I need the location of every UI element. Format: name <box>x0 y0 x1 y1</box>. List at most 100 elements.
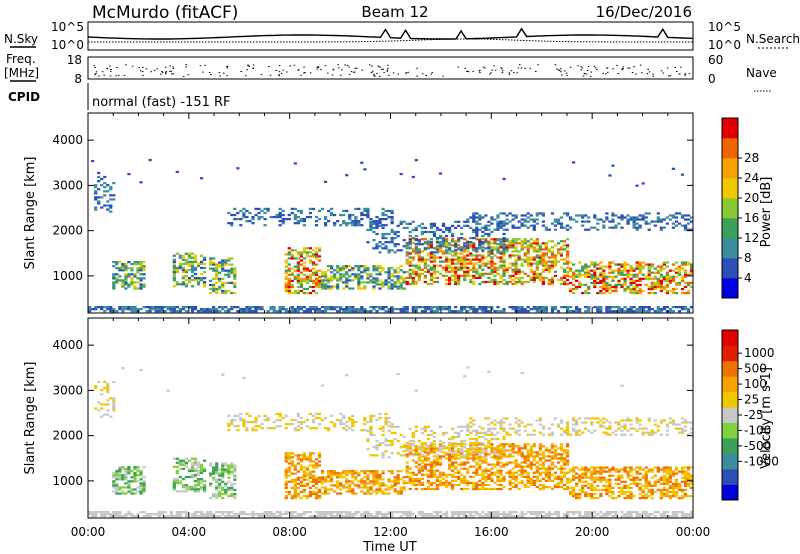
echo-cell <box>175 283 179 286</box>
echo-cell <box>602 224 606 227</box>
echo-cell <box>441 433 446 437</box>
echo-cell <box>423 425 427 428</box>
echo-cell <box>399 277 403 280</box>
echo-cell <box>532 308 536 311</box>
echo-cell <box>457 483 461 487</box>
echo-cell <box>457 260 461 263</box>
echo-cell <box>209 259 213 262</box>
echo-cell <box>372 484 376 487</box>
echo-cell <box>466 366 470 369</box>
echo-cell <box>372 222 376 225</box>
echo-cell <box>139 283 143 286</box>
echo-cell <box>463 276 467 280</box>
echo-cell <box>441 266 446 269</box>
frequency-mark <box>371 70 374 72</box>
echo-cell <box>239 510 243 514</box>
echo-cell <box>514 226 518 229</box>
echo-cell <box>118 486 122 489</box>
echo-cell <box>484 456 488 459</box>
echo-cell <box>139 277 143 280</box>
echo-cell <box>227 308 231 311</box>
echo-cell <box>142 488 146 491</box>
echo-cell <box>490 258 494 261</box>
echo-cell <box>181 258 185 261</box>
frequency-mark <box>641 72 643 74</box>
echo-cell <box>193 473 198 477</box>
echo-cell <box>578 285 582 289</box>
echo-cell <box>460 232 464 236</box>
echo-cell <box>106 200 110 203</box>
echo-cell <box>290 478 294 481</box>
echo-cell <box>638 305 642 309</box>
frequency-mark <box>185 66 187 68</box>
echo-cell <box>172 482 176 485</box>
echo-cell <box>187 252 192 255</box>
echo-cell <box>553 513 558 516</box>
echo-cell <box>311 490 316 494</box>
echo-cell <box>417 268 421 271</box>
echo-cell <box>438 243 443 246</box>
echo-cell <box>287 291 291 295</box>
echo-cell <box>593 263 597 266</box>
echo-cell <box>568 267 573 270</box>
echo-cell <box>451 515 455 518</box>
echo-cell <box>538 278 542 282</box>
echo-cell <box>257 515 261 518</box>
echo-cell <box>384 279 388 282</box>
echo-cell <box>284 414 288 418</box>
echo-cell <box>390 249 394 252</box>
echo-cell <box>429 475 434 478</box>
echo-cell <box>541 260 545 263</box>
echo-cell <box>472 268 476 271</box>
echo-cell <box>118 260 122 264</box>
echo-cell <box>184 475 189 479</box>
echo-cell <box>94 198 98 201</box>
echo-cell <box>656 277 660 280</box>
echo-cell <box>611 164 615 167</box>
echo-cell <box>296 482 300 485</box>
echo-cell <box>372 308 376 311</box>
echo-cell <box>339 492 343 495</box>
frequency-mark <box>666 67 669 69</box>
frequency-mark <box>369 64 371 66</box>
echo-cell <box>314 220 319 223</box>
echo-cell <box>390 480 394 483</box>
echo-cell <box>100 308 104 311</box>
echo-cell <box>115 492 119 495</box>
frequency-mark <box>652 75 654 77</box>
echo-cell <box>417 481 421 485</box>
echo-cell <box>348 217 352 221</box>
echo-cell <box>109 210 113 213</box>
echo-cell <box>372 265 376 268</box>
frequency-mark <box>616 64 618 66</box>
echo-cell <box>345 209 349 213</box>
echo-cell <box>233 271 237 274</box>
echo-cell <box>514 510 518 514</box>
echo-cell <box>408 222 412 225</box>
echo-cell <box>490 218 494 221</box>
echo-cell <box>290 480 294 483</box>
echo-cell <box>444 270 449 273</box>
echo-cell <box>644 283 648 287</box>
echo-cell <box>314 490 319 494</box>
echo-cell <box>293 207 297 211</box>
echo-cell <box>287 492 291 496</box>
echo-cell <box>553 220 558 223</box>
echo-cell <box>590 281 594 285</box>
echo-cell <box>366 211 370 215</box>
echo-cell <box>320 273 325 276</box>
echo-cell <box>402 444 406 447</box>
echo-cell <box>429 451 434 454</box>
echo-cell <box>124 468 128 471</box>
echo-cell <box>638 289 642 293</box>
echo-cell <box>508 244 512 247</box>
echo-cell <box>408 272 412 275</box>
echo-cell <box>457 435 461 439</box>
echo-cell <box>390 422 394 426</box>
frequency-mark <box>421 73 424 75</box>
echo-cell <box>263 510 267 514</box>
echo-cell <box>659 220 663 223</box>
echo-cell <box>614 289 618 293</box>
echo-cell <box>496 483 500 487</box>
echo-cell <box>317 308 322 311</box>
